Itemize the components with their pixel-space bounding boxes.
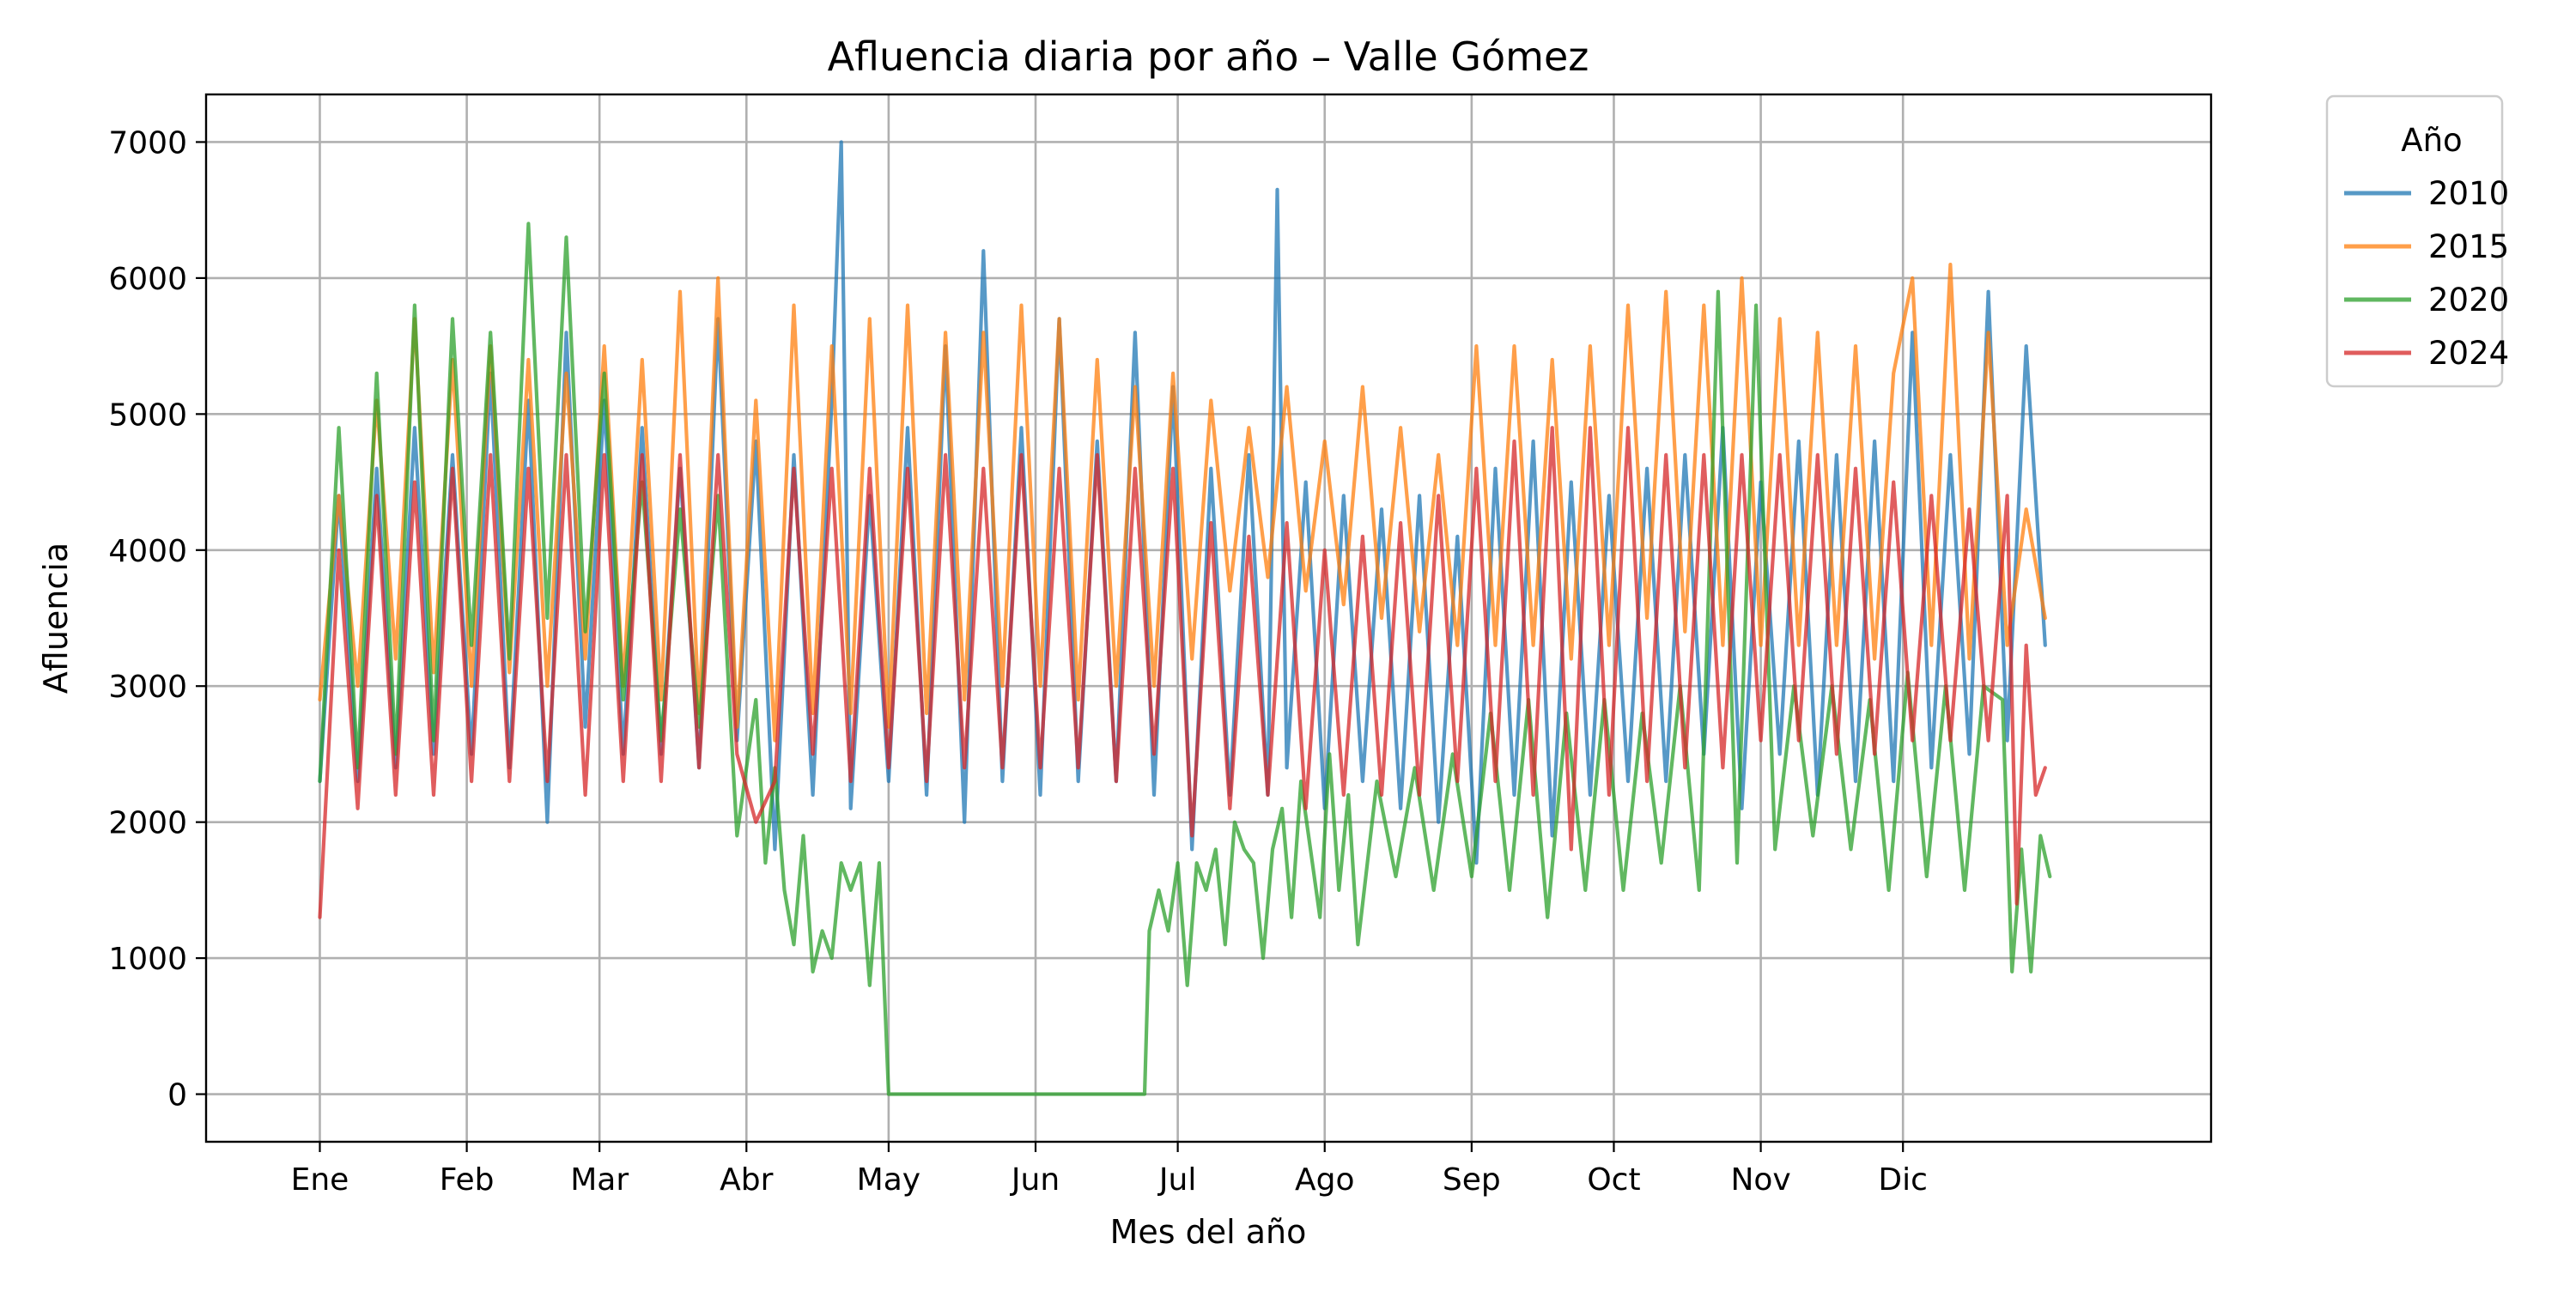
chart-title: Afluencia diaria por año – Valle Gómez (828, 33, 1589, 80)
x-tick-label: Feb (440, 1162, 495, 1198)
x-tick-label: Dic (1878, 1162, 1928, 1198)
y-tick-label: 0 (167, 1078, 187, 1113)
y-tick-label: 2000 (108, 806, 187, 841)
x-tick-label: Ene (291, 1162, 349, 1198)
legend-label-2020: 2020 (2428, 282, 2509, 318)
legend-label-2024: 2024 (2428, 335, 2509, 372)
legend-title: Año (2401, 122, 2462, 159)
y-tick-label: 7000 (108, 125, 187, 161)
series-lines (318, 140, 2052, 1096)
x-tick-label: Jul (1157, 1162, 1196, 1198)
y-tick-label: 4000 (108, 534, 187, 569)
x-tick-label: Mar (570, 1162, 629, 1198)
y-tick-label: 6000 (108, 262, 187, 297)
series-line-2024 (318, 426, 2047, 919)
legend: Año 2010 2015 2020 2024 (2325, 94, 2509, 388)
x-tick-label: May (857, 1162, 920, 1198)
x-tick-label: Abr (720, 1162, 773, 1198)
y-tick-label: 1000 (108, 942, 187, 977)
x-tick-label: Nov (1730, 1162, 1790, 1198)
legend-entries: 2010 2015 2020 2024 (2344, 175, 2509, 372)
x-tick-label: Ago (1295, 1162, 1355, 1198)
x-tick-label: Jun (1010, 1162, 1060, 1198)
legend-label-2010: 2010 (2428, 175, 2509, 212)
x-axis-label: Mes del año (1110, 1213, 1307, 1251)
x-tick-label: Oct (1587, 1162, 1640, 1198)
plot-frame (204, 93, 2213, 1143)
legend-label-2015: 2015 (2428, 228, 2509, 265)
legend-box (2325, 94, 2504, 388)
y-axis-label: Afluencia (37, 543, 75, 694)
x-tick-label: Sep (1443, 1162, 1501, 1198)
y-tick-label: 3000 (108, 670, 187, 705)
y-tick-label: 5000 (108, 397, 187, 433)
axis-ticks: Ene Feb Mar Abr May Jun Jul Ago Sep Oct Nov Dic 0 100… (108, 125, 1928, 1198)
